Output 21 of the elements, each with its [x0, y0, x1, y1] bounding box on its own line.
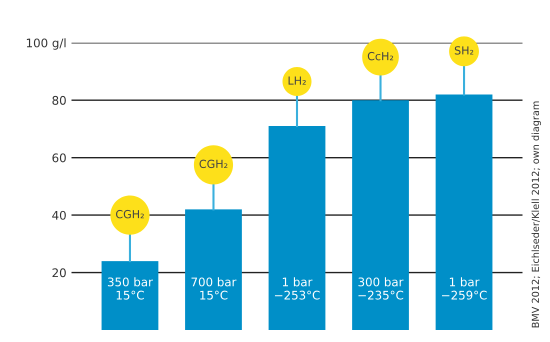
annotation: CGH₂ — [116, 210, 144, 218]
text: BMV 2012; Eichlseder/Klell 2012; own diagram — [532, 101, 541, 328]
y-tick-label: 80 — [52, 96, 66, 105]
x-tick-label: 300 bar −235°C — [358, 277, 404, 300]
bar — [436, 94, 492, 330]
annotation: CcH₂ — [368, 52, 394, 60]
bar — [352, 100, 409, 330]
bar — [102, 261, 158, 330]
x-tick-label: 1 bar −259°C — [442, 277, 487, 300]
bar — [268, 126, 326, 330]
annotation: CGH₂ — [200, 160, 228, 168]
annotation: LH₂ — [288, 76, 306, 85]
bar — [185, 209, 242, 330]
x-tick-label: 350 bar 15°C — [108, 277, 153, 300]
y-tick-label: 100 g/l — [26, 38, 66, 50]
y-tick-label: 60 — [52, 153, 66, 162]
y-tick-label: 40 — [52, 210, 66, 220]
y-tick-label: 20 — [52, 268, 66, 278]
annotation: SH₂ — [454, 46, 474, 55]
x-tick-label: 700 bar 15°C — [192, 277, 236, 300]
x-tick-label: 1 bar −253°C — [274, 277, 320, 300]
